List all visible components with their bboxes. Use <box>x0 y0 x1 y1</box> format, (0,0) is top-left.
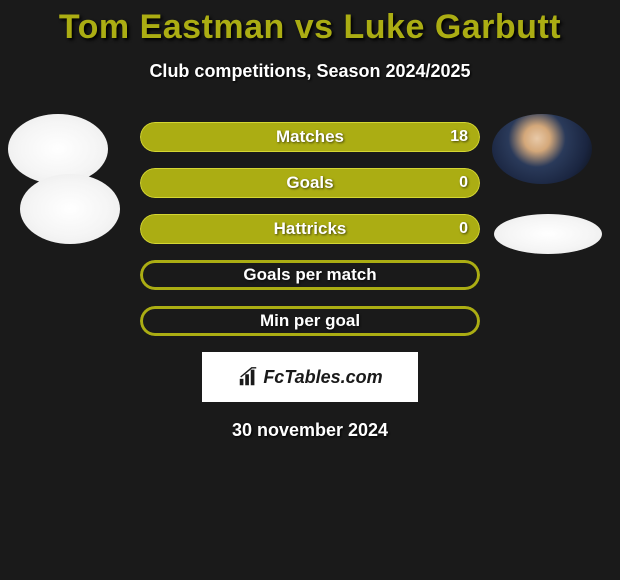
stat-value-right: 0 <box>459 214 468 244</box>
snapshot-date: 30 november 2024 <box>0 420 620 441</box>
stat-value-right: 0 <box>459 168 468 198</box>
fctables-logo[interactable]: FcTables.com <box>202 352 418 402</box>
stat-label: Hattricks <box>140 214 480 244</box>
comparison-subtitle: Club competitions, Season 2024/2025 <box>0 61 620 82</box>
stat-row-goals-per-match: Goals per match <box>140 260 480 290</box>
bar-chart-icon <box>237 366 259 388</box>
stat-row-hattricks: Hattricks0 <box>140 214 480 244</box>
player2-avatar-2 <box>494 214 602 254</box>
stat-value-right: 18 <box>450 122 468 152</box>
stat-rows: Matches18Goals0Hattricks0Goals per match… <box>140 122 480 336</box>
stat-row-matches: Matches18 <box>140 122 480 152</box>
stat-row-min-per-goal: Min per goal <box>140 306 480 336</box>
logo-text: FcTables.com <box>263 367 382 388</box>
stat-label: Goals per match <box>140 260 480 290</box>
stat-label: Matches <box>140 122 480 152</box>
player1-avatar-1 <box>8 114 108 184</box>
stat-label: Goals <box>140 168 480 198</box>
player2-avatar-1 <box>492 114 592 184</box>
stat-label: Min per goal <box>140 306 480 336</box>
comparison-title: Tom Eastman vs Luke Garbutt <box>0 8 620 47</box>
stat-row-goals: Goals0 <box>140 168 480 198</box>
player1-avatar-2 <box>20 174 120 244</box>
stats-area: Matches18Goals0Hattricks0Goals per match… <box>0 122 620 441</box>
